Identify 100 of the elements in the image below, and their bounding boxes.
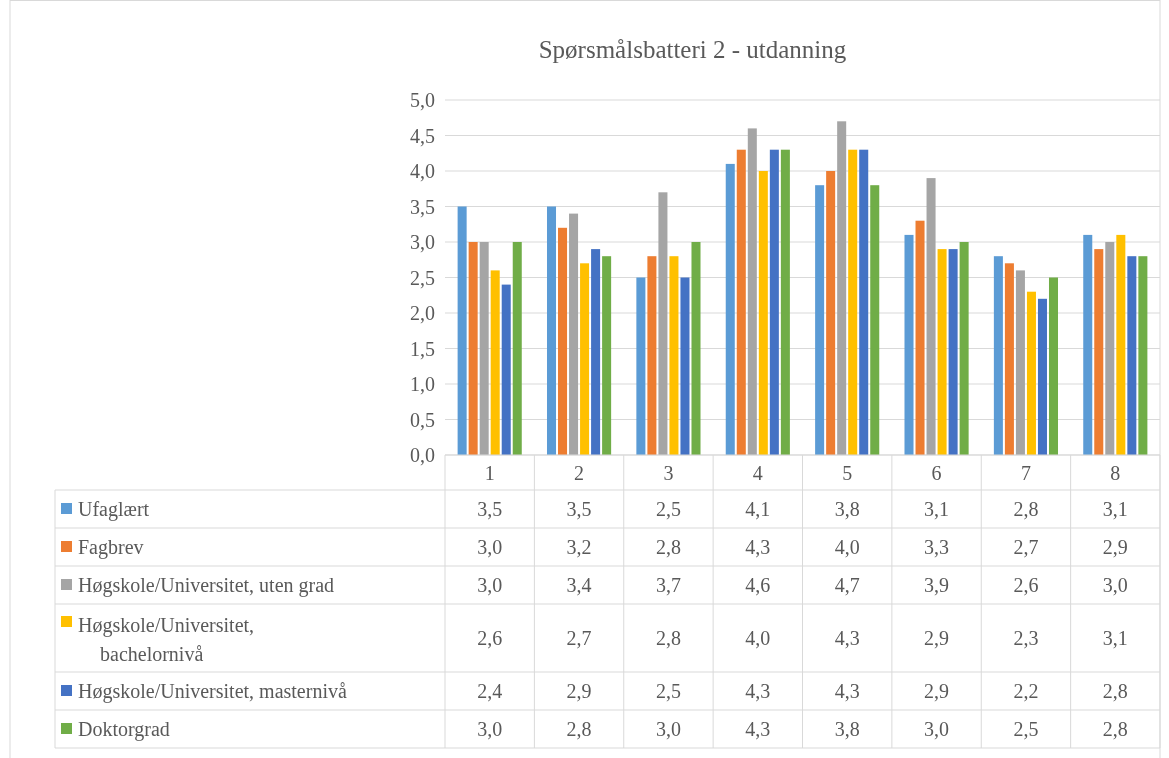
legend-label: Høgskole/Universitet, bachelornivå [78, 614, 255, 665]
data-label: 2,7 [566, 627, 592, 649]
bar [959, 242, 969, 455]
y-tick-label: 4,5 [410, 124, 435, 147]
data-label: 2,9 [924, 627, 950, 649]
x-tick-label: 2 [574, 462, 585, 484]
bar [658, 192, 668, 455]
data-label: 3,0 [924, 718, 950, 740]
bar [501, 284, 511, 455]
bar [826, 171, 836, 455]
bar [691, 242, 701, 455]
y-tick-label: 0,0 [410, 444, 435, 466]
bar [758, 171, 768, 455]
data-label: 3,1 [924, 498, 950, 520]
data-label: 2,6 [1013, 574, 1039, 596]
y-tick-label: 1,0 [410, 373, 435, 395]
bar [490, 270, 500, 455]
data-label: 3,5 [477, 498, 503, 520]
bar [926, 178, 936, 455]
bar [1048, 277, 1058, 455]
data-label: 2,8 [655, 627, 681, 649]
data-label: 2,7 [1013, 536, 1039, 558]
bar [1127, 256, 1137, 455]
data-label: 4,3 [834, 627, 860, 649]
y-tick-label: 3,5 [410, 195, 435, 218]
data-label: 3,1 [1102, 498, 1128, 520]
data-label: 3,9 [924, 574, 950, 596]
bar [569, 213, 579, 455]
bar [457, 206, 467, 455]
bar [780, 149, 790, 455]
data-label: 2,9 [1102, 536, 1128, 558]
y-tick-label: 3,0 [410, 231, 435, 253]
data-label: 3,0 [477, 574, 503, 596]
legend-label: Høgskole/Universitet, masternivå [78, 680, 347, 703]
data-label: 3,0 [477, 536, 503, 558]
bar [1105, 242, 1115, 455]
bar [602, 256, 612, 455]
data-label: 3,5 [566, 498, 592, 520]
bar [1138, 256, 1148, 455]
bar [468, 242, 478, 455]
bar [747, 128, 757, 455]
legend-label: Ufaglært [78, 498, 150, 521]
data-label: 2,9 [566, 680, 592, 702]
y-tick-label: 2,5 [410, 266, 435, 289]
data-label: 4,3 [745, 680, 771, 702]
bar [993, 256, 1003, 455]
data-label: 3,2 [566, 536, 592, 558]
bar [937, 249, 947, 455]
data-label: 3,8 [834, 718, 860, 740]
data-label: 4,6 [745, 574, 771, 596]
bar [669, 256, 679, 455]
bar [736, 149, 746, 455]
x-tick-label: 4 [752, 462, 763, 484]
bar [948, 249, 958, 455]
bar [1037, 298, 1047, 455]
data-label: 3,4 [566, 574, 592, 596]
bar [1026, 291, 1036, 455]
bar [680, 277, 690, 455]
data-label: 3,3 [924, 536, 950, 558]
x-tick-label: 6 [931, 462, 942, 484]
data-label: 2,8 [1102, 718, 1128, 740]
data-label: 4,7 [834, 574, 860, 596]
y-tick-label: 5,0 [410, 89, 435, 111]
data-label: 2,6 [477, 627, 503, 649]
data-label: 3,7 [655, 574, 681, 596]
data-label: 3,8 [834, 498, 860, 520]
data-label: 2,8 [1013, 498, 1039, 520]
bar [479, 242, 489, 455]
y-tick-label: 2,0 [410, 302, 435, 324]
data-label: 2,8 [1102, 680, 1128, 702]
bar [580, 263, 590, 455]
bar [769, 149, 779, 455]
data-label: 2,3 [1013, 627, 1039, 649]
data-label: 3,0 [477, 718, 503, 740]
data-label: 2,9 [924, 680, 950, 702]
bar [1004, 263, 1014, 455]
data-label: 2,5 [1013, 718, 1039, 740]
data-label: 3,0 [655, 718, 681, 740]
data-label: 3,1 [1102, 627, 1128, 649]
bar [837, 121, 847, 455]
y-tick-label: 1,5 [410, 337, 435, 360]
bar [848, 149, 858, 455]
x-tick-label: 1 [484, 462, 495, 484]
data-label: 2,8 [655, 536, 681, 558]
x-tick-label: 7 [1020, 462, 1031, 484]
data-label: 2,2 [1013, 680, 1039, 702]
data-label: 4,1 [745, 498, 771, 520]
legend-label: Doktorgrad [78, 718, 170, 741]
data-label: 3,0 [1102, 574, 1128, 596]
data-label: 4,3 [745, 718, 771, 740]
bar [647, 256, 657, 455]
data-label: 4,3 [834, 680, 860, 702]
data-label: 2,5 [655, 680, 681, 702]
bar [859, 149, 869, 455]
bar [915, 220, 925, 455]
legend-label: Fagbrev [78, 536, 144, 559]
legend-label: Høgskole/Universitet, uten grad [78, 574, 335, 597]
y-tick-label: 0,5 [410, 408, 435, 431]
bar [725, 163, 735, 455]
bar [815, 185, 825, 455]
